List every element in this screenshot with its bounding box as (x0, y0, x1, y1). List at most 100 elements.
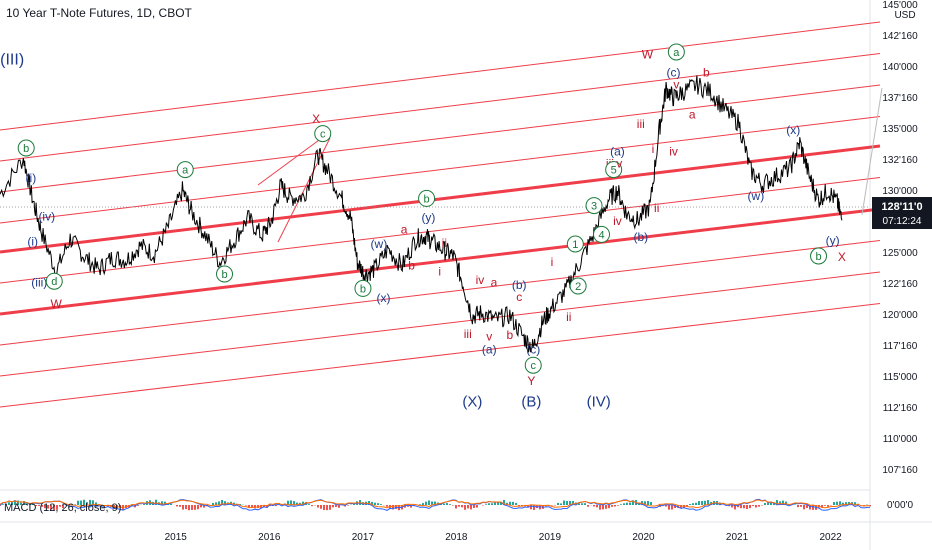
wave-label-circle (605, 161, 623, 179)
macd-label: MACD (12, 26, close, 9) (4, 502, 122, 514)
wave-label: (c) (667, 65, 681, 79)
wave-label: i (551, 255, 554, 269)
channel-line (0, 303, 881, 408)
x-tick-label: 2014 (71, 532, 94, 543)
y-tick-label: 130'000 (882, 186, 918, 197)
wave-label: i (652, 142, 655, 156)
wave-label: W (50, 297, 62, 311)
wave-label: b (703, 65, 710, 79)
channel-line (0, 177, 881, 284)
wave-label: a (689, 107, 696, 121)
price-badge (872, 197, 932, 229)
wave-label: b (408, 259, 415, 273)
wave-label: v (486, 329, 492, 343)
projection-line (861, 87, 883, 216)
wave-label: (iii) (31, 275, 47, 289)
wave-label: iv (613, 214, 622, 228)
wave-label: b (424, 193, 430, 205)
channel-line (0, 21, 881, 131)
wave-label: (i) (26, 171, 37, 185)
wave-label: a (182, 165, 189, 177)
wave-label: iii (464, 327, 472, 341)
wave-label-circle (566, 235, 584, 253)
wave-label: c (530, 360, 536, 372)
wave-label: (a) (610, 145, 625, 159)
channel-line (0, 207, 881, 316)
y-tick-label: 135'000 (882, 124, 918, 135)
wave-label: b (360, 283, 366, 295)
wave-label-circle (524, 356, 542, 374)
y-tick-label: 145'000 (882, 0, 918, 11)
y-tick-label: 110'000 (883, 434, 918, 445)
wave-label: W (642, 47, 654, 61)
x-tick-label: 2015 (165, 532, 188, 543)
wave-label: i (438, 265, 441, 279)
wave-label-circle (17, 139, 35, 157)
wave-label: v (616, 157, 622, 171)
wave-label: (i) (27, 235, 38, 249)
wave-label: 4 (598, 229, 604, 241)
y-tick-label: 142'160 (882, 31, 918, 42)
wave-label: v (673, 77, 679, 91)
wave-label: Y (527, 374, 535, 388)
y-tick-label: 125'000 (882, 248, 918, 259)
price-badge-value: 128'11'0 (881, 201, 922, 213)
wave-label: (iv) (38, 209, 55, 223)
channel-line (0, 240, 881, 346)
wave-label: iv (669, 145, 678, 159)
channel-line (0, 84, 881, 193)
wave-label: c (516, 290, 522, 304)
price-badge-countdown: 07:12:24 (883, 216, 922, 227)
channel-line (0, 144, 881, 254)
wave-label: (w) (371, 237, 388, 251)
wave-label: (III) (0, 51, 24, 68)
trend-segment (257, 131, 331, 186)
x-tick-label: 2020 (632, 532, 655, 543)
wave-label-circle (176, 161, 194, 179)
wave-label-circle (569, 277, 587, 295)
wave-label: 1 (572, 239, 578, 251)
wave-label-circle (810, 247, 828, 265)
y-tick-label: 122'160 (882, 279, 918, 290)
wave-label: ii (566, 310, 571, 324)
wave-label: a (673, 47, 680, 59)
wave-label: iii (637, 117, 645, 131)
wave-label-circle (585, 197, 603, 215)
y-tick-label: 107'160 (882, 465, 918, 476)
x-tick-label: 2018 (445, 532, 468, 543)
wave-label: (a) (482, 343, 497, 357)
wave-label: 2 (575, 281, 581, 293)
wave-label: a (491, 275, 498, 289)
wave-label: b (506, 328, 513, 342)
y-tick-label: 137'160 (882, 93, 918, 104)
x-tick-label: 2017 (352, 532, 375, 543)
y-tick-label: 112'160 (883, 403, 918, 414)
wave-label: a (401, 223, 408, 237)
price-series (0, 75, 843, 353)
chart-title: 10 Year T-Note Futures, 1D, CBOT (6, 6, 192, 20)
wave-label: d (51, 276, 57, 288)
y-tick-label: 132'160 (882, 155, 918, 166)
wave-label-circle (216, 265, 234, 283)
wave-label: iv (476, 273, 485, 287)
y-tick-label: 117'160 (883, 341, 918, 352)
currency-label: USD (894, 10, 915, 21)
macd-zero-label: 0'00'0 (887, 500, 914, 511)
wave-label: (IV) (587, 393, 611, 410)
x-tick-label: 2016 (258, 532, 281, 543)
trend-segment (277, 137, 331, 243)
x-tick-label: 2022 (819, 532, 842, 543)
wave-label: (x) (377, 291, 391, 305)
wave-label: X (838, 250, 846, 264)
wave-label: c (320, 129, 326, 141)
wave-label: (B) (521, 393, 541, 410)
wave-label-circle (354, 279, 372, 297)
wave-label: X (312, 112, 320, 126)
wave-label: ii (654, 201, 659, 215)
wave-label: b (815, 251, 821, 263)
wave-label-circle (667, 43, 685, 61)
wave-label: (y) (421, 211, 435, 225)
wave-label-circle (418, 189, 436, 207)
wave-label: ii (442, 236, 447, 250)
